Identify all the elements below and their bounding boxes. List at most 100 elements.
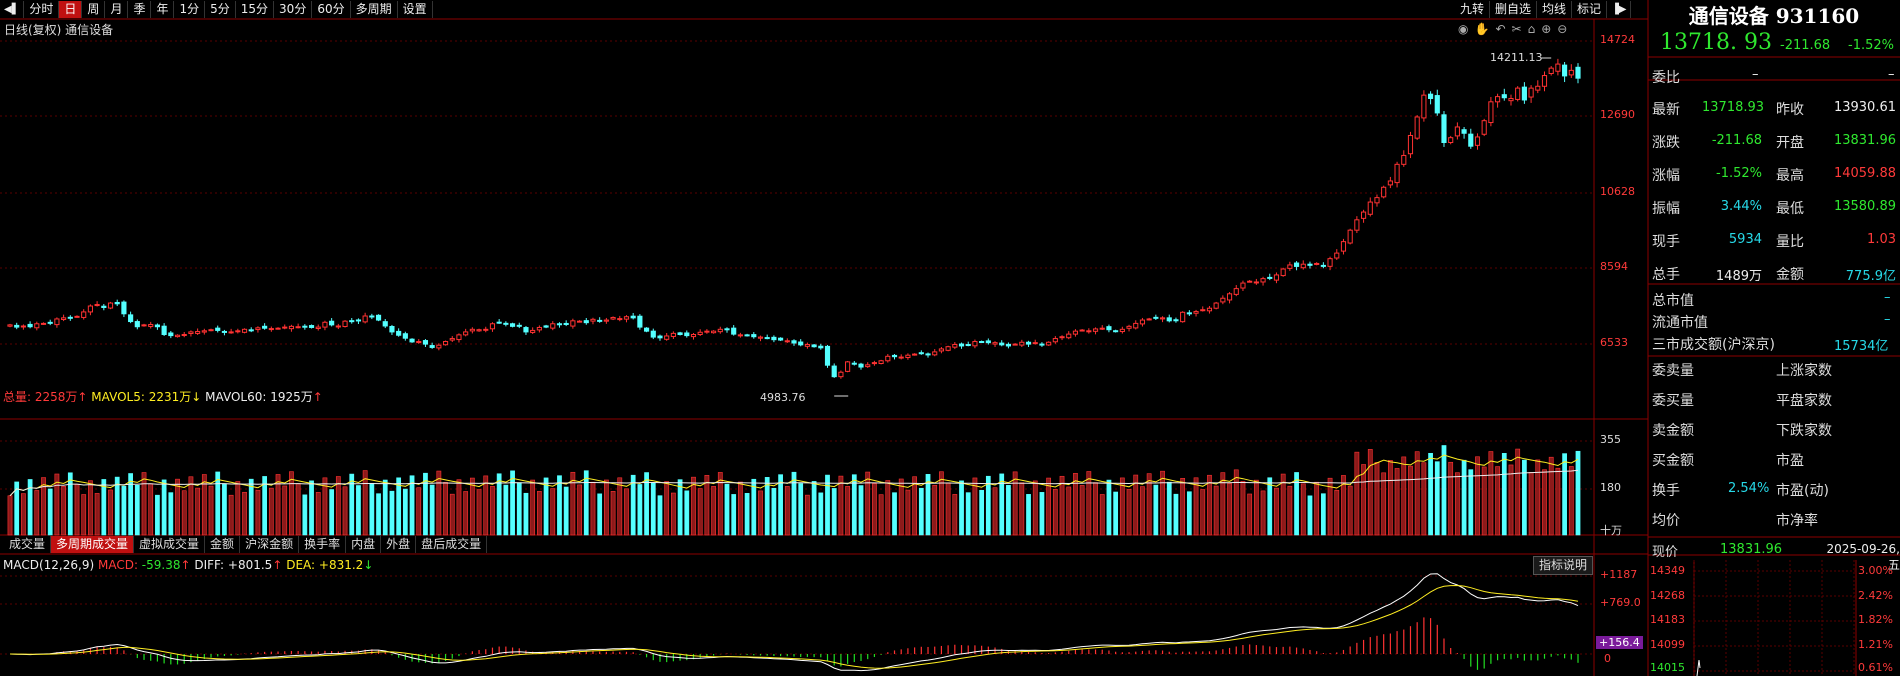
period-tab[interactable]: 周 [82, 1, 106, 18]
candle-body [550, 323, 556, 329]
volume-bar [878, 494, 884, 536]
indicator-help-button[interactable]: 指标说明 [1533, 556, 1593, 575]
macd-arrow: ↑ [180, 558, 191, 572]
toolbar-right-arrow-icon[interactable]: ▐▶ [1607, 1, 1632, 18]
volume-bar [47, 488, 53, 536]
candle-body [1541, 75, 1548, 87]
candle-body [851, 362, 857, 365]
candle-body [905, 354, 911, 359]
mark-button[interactable]: 标记 [1572, 1, 1608, 18]
volume-bar [650, 482, 656, 536]
zoom-in-icon[interactable]: ⊕ [1541, 22, 1552, 36]
jiuzhuan-button[interactable]: 九转 [1455, 1, 1491, 18]
volume-bar [1488, 451, 1494, 536]
volume-bar [664, 481, 670, 536]
volume-bar [134, 484, 140, 536]
period-tab[interactable]: 分时 [24, 1, 60, 18]
high-annotation: 14211.13 [1490, 51, 1543, 64]
volume-bar [999, 473, 1005, 536]
candle-body [731, 327, 737, 335]
period-tab[interactable]: 30分 [274, 1, 313, 18]
volume-bar [1160, 470, 1165, 536]
period-tab[interactable]: 月 [105, 1, 129, 18]
mavol60-label: MAVOL60: [205, 390, 271, 404]
candle-body [858, 363, 864, 368]
remove-favorite-button[interactable]: 删自选 [1490, 1, 1538, 18]
candle-body [295, 326, 301, 329]
candle-body [1166, 317, 1172, 322]
candle-body [302, 325, 308, 328]
lock-icon[interactable]: ⌂ [1527, 22, 1536, 36]
macd-label: MACD: [97, 558, 142, 572]
volume-bar [67, 472, 73, 536]
volume-bar [503, 484, 509, 536]
tab-outer[interactable]: 外盘 [381, 536, 417, 553]
lower-label: 市净率 [1776, 513, 1818, 529]
period-tab[interactable]: 1分 [174, 1, 206, 18]
candle-body [1260, 278, 1266, 283]
mini-axis-left: 14183 [1650, 613, 1685, 626]
volume-bar [1334, 489, 1340, 536]
candle-body [871, 362, 877, 365]
tab-amount[interactable]: 金额 [205, 536, 241, 553]
toolbar-left-arrow-icon[interactable]: ◀▌ [0, 1, 25, 18]
tab-volume[interactable]: 成交量 [4, 536, 52, 553]
volume-bar [1193, 477, 1199, 536]
chart-title: 日线(复权) 通信设备 [4, 23, 114, 37]
settings-tab[interactable]: 设置 [398, 1, 433, 18]
period-toolbar: ◀▌ 分时 日 周 月 季 年 1分 5分 15分 30分 60分 多周期 设置 [0, 0, 433, 19]
candle-body [985, 340, 991, 344]
lower-label: 卖金额 [1652, 423, 1694, 439]
volume-bar [1032, 480, 1038, 536]
candle-body [1159, 317, 1166, 320]
period-tab[interactable]: 5分 [205, 1, 236, 18]
zoom-out-icon[interactable]: ⊖ [1557, 22, 1568, 36]
volume-bar [778, 474, 783, 536]
tab-hs-amount[interactable]: 沪深金额 [240, 536, 300, 553]
tab-multi-period-volume[interactable]: 多周期成交量 [51, 536, 135, 553]
candle-body [1213, 302, 1219, 309]
tab-virtual-volume[interactable]: 虚拟成交量 [134, 536, 206, 553]
volume-bar [309, 480, 314, 536]
ma-button[interactable]: 均线 [1537, 1, 1573, 18]
quote-label: 现手 [1652, 234, 1680, 250]
chart-icon-bar: ◉ ✋ ↶ ✂ ⌂ ⊕ ⊖ [1458, 22, 1567, 36]
tab-after-hours[interactable]: 盘后成交量 [416, 536, 488, 553]
volume-bar [1428, 452, 1433, 536]
volume-bar [557, 475, 562, 536]
undo-icon[interactable]: ↶ [1495, 22, 1506, 36]
period-tab[interactable]: 多周期 [351, 1, 398, 18]
eye-icon[interactable]: ◉ [1458, 22, 1469, 36]
volume-bar [329, 489, 335, 536]
mavol60-arrow: ↑ [312, 390, 323, 404]
volume-bar [751, 478, 757, 536]
candle-body [1180, 311, 1186, 323]
period-tab[interactable]: 年 [151, 1, 175, 18]
candle-body [1347, 229, 1353, 244]
volume-bar [717, 472, 723, 536]
volume-bar [7, 495, 13, 536]
quote-value: 13718.93 [1702, 100, 1765, 115]
scissors-icon[interactable]: ✂ [1511, 22, 1522, 36]
volume-bar [121, 485, 127, 536]
period-tab[interactable]: 60分 [312, 1, 351, 18]
candle-body [241, 328, 248, 333]
tab-inner[interactable]: 内盘 [346, 536, 382, 553]
volume-bar [41, 477, 46, 536]
volume-bar [1555, 467, 1561, 536]
volume-bar [1146, 473, 1152, 536]
candle-body [798, 341, 804, 346]
volume-bar [851, 474, 857, 536]
volume-bar [1354, 451, 1360, 536]
candle-body [1468, 133, 1474, 147]
volume-bar [818, 492, 824, 536]
candle-body [1501, 94, 1507, 99]
tab-turnover[interactable]: 换手率 [299, 536, 347, 553]
period-tab[interactable]: 15分 [236, 1, 275, 18]
volume-bar [1475, 456, 1480, 536]
period-tab[interactable]: 日 [59, 1, 83, 18]
hand-icon[interactable]: ✋ [1474, 22, 1490, 36]
volume-bar [21, 493, 26, 536]
period-tab[interactable]: 季 [128, 1, 152, 18]
